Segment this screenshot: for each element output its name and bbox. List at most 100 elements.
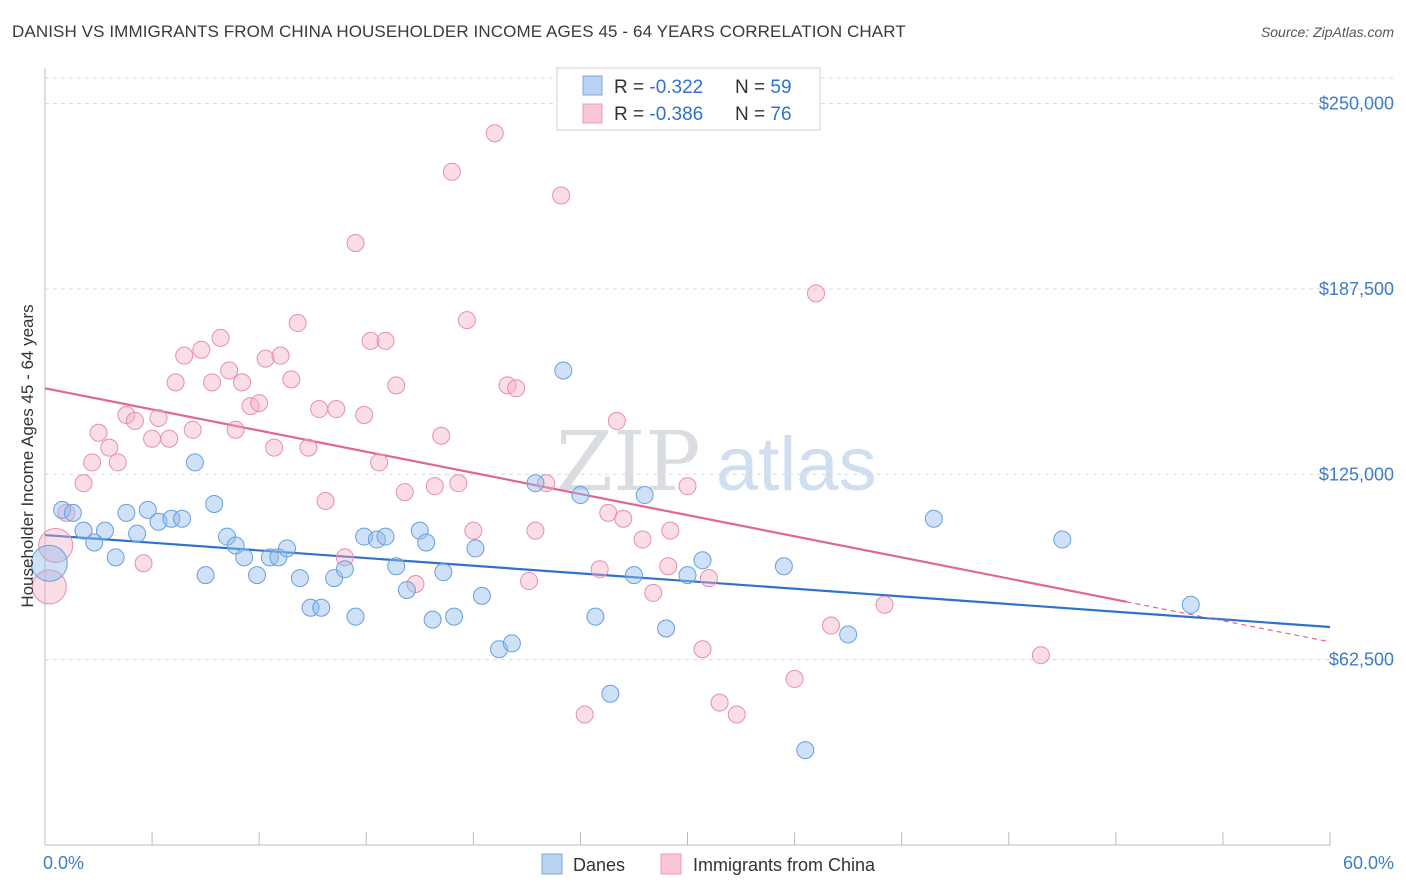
china-point-14 <box>166 373 185 392</box>
y-tick-label-2: $187,500 <box>1319 279 1394 299</box>
danes-point-3 <box>74 521 93 540</box>
china-point-41 <box>395 483 414 502</box>
china-point-27 <box>271 346 290 365</box>
china-point-72 <box>821 616 840 635</box>
china-point-53 <box>526 521 545 540</box>
danes-trend-line <box>44 533 1331 629</box>
danes-point-26 <box>325 569 344 588</box>
china-point-74 <box>1031 646 1050 665</box>
china-point-9 <box>125 411 144 430</box>
danes-point-39 <box>466 539 485 558</box>
y-tick-label-0: $62,500 <box>1329 650 1394 670</box>
danes-point-5 <box>95 521 114 540</box>
danes-point-46 <box>586 607 605 626</box>
china-point-43 <box>425 477 444 496</box>
danes-point-53 <box>774 557 793 576</box>
china-point-56 <box>575 705 594 724</box>
legend-n-china: N = 76 <box>735 104 792 125</box>
danes-points <box>30 361 1200 760</box>
china-points <box>31 124 1050 724</box>
china-point-38 <box>370 453 389 472</box>
china-point-71 <box>807 284 825 303</box>
danes-point-52 <box>693 551 712 570</box>
china-point-22 <box>233 373 252 392</box>
danes-point-32 <box>387 557 406 576</box>
danes-point-12 <box>173 509 192 528</box>
china-point-57 <box>590 560 609 579</box>
danes-point-49 <box>635 486 654 505</box>
china-point-0 <box>31 569 67 605</box>
danes-point-27 <box>335 560 354 579</box>
danes-point-28 <box>346 607 365 626</box>
legend-n-label-danes: N = <box>735 77 770 98</box>
china-point-10 <box>134 554 153 573</box>
china-point-44 <box>432 426 451 445</box>
china-point-29 <box>288 314 307 333</box>
china-point-73 <box>875 595 894 614</box>
danes-point-11 <box>162 509 181 528</box>
legend-row-danes: R = -0.322 <box>614 77 703 98</box>
china-point-30 <box>299 438 318 457</box>
danes-point-54 <box>796 741 815 760</box>
legend-n-label-china: N = <box>735 104 770 125</box>
x-tick-label-min: 0.0% <box>43 853 84 873</box>
legend-r-value-china: -0.386 <box>649 104 703 125</box>
china-point-65 <box>678 477 697 496</box>
china-point-62 <box>644 583 663 602</box>
china-point-6 <box>100 438 119 457</box>
china-point-68 <box>710 693 729 712</box>
danes-point-44 <box>554 361 573 380</box>
danes-point-25 <box>312 598 331 617</box>
danes-point-48 <box>624 566 643 585</box>
danes-point-1 <box>53 500 72 519</box>
china-point-16 <box>183 420 202 439</box>
y-tick-label-3: $250,000 <box>1319 94 1394 114</box>
chart-title: DANISH VS IMMIGRANTS FROM CHINA HOUSEHOL… <box>12 22 906 41</box>
danes-point-57 <box>1053 530 1072 549</box>
legend-n-value-china: 76 <box>770 104 791 125</box>
danes-point-18 <box>235 548 254 567</box>
danes-point-38 <box>445 607 464 626</box>
china-point-32 <box>316 491 335 510</box>
danes-point-8 <box>128 524 147 543</box>
danes-point-36 <box>423 610 442 629</box>
china-point-37 <box>361 331 380 350</box>
danes-point-23 <box>290 569 309 588</box>
danes-point-43 <box>526 474 545 493</box>
y-tick-label-1: $125,000 <box>1319 464 1394 484</box>
series-legend: Danes Immigrants from China <box>541 853 876 875</box>
china-point-26 <box>265 438 284 457</box>
legend-r-label-danes: R = <box>614 77 649 98</box>
china-point-70 <box>785 669 804 688</box>
china-point-66 <box>693 640 712 659</box>
legend-r-label-china: R = <box>614 104 649 125</box>
china-point-52 <box>520 572 539 591</box>
china-point-54 <box>537 474 556 493</box>
danes-point-37 <box>434 563 453 582</box>
danes-point-42 <box>502 634 521 653</box>
danes-point-4 <box>85 533 104 552</box>
china-point-63 <box>659 557 678 576</box>
danes-point-19 <box>248 566 267 585</box>
china-point-49 <box>485 124 504 143</box>
china-point-3 <box>74 474 93 493</box>
trend-lines <box>44 387 1331 643</box>
danes-point-40 <box>472 586 491 605</box>
legend-n-danes: N = 59 <box>735 77 792 98</box>
china-point-46 <box>449 474 468 493</box>
china-point-25 <box>256 349 275 368</box>
china-point-45 <box>442 162 461 181</box>
danes-point-34 <box>410 521 429 540</box>
y-axis-label: Householder Income Ages 45 - 64 years <box>18 304 37 607</box>
legend-n-value-danes: 59 <box>770 77 791 98</box>
danes-point-45 <box>571 486 590 505</box>
legend-row-china: R = -0.386 <box>614 104 703 125</box>
china-point-60 <box>614 509 633 528</box>
china-point-58 <box>599 503 618 522</box>
china-point-21 <box>226 420 245 439</box>
danes-point-2 <box>63 503 82 522</box>
danes-point-55 <box>839 625 858 644</box>
china-point-64 <box>661 521 680 540</box>
watermark-atlas: atlas <box>716 422 877 507</box>
